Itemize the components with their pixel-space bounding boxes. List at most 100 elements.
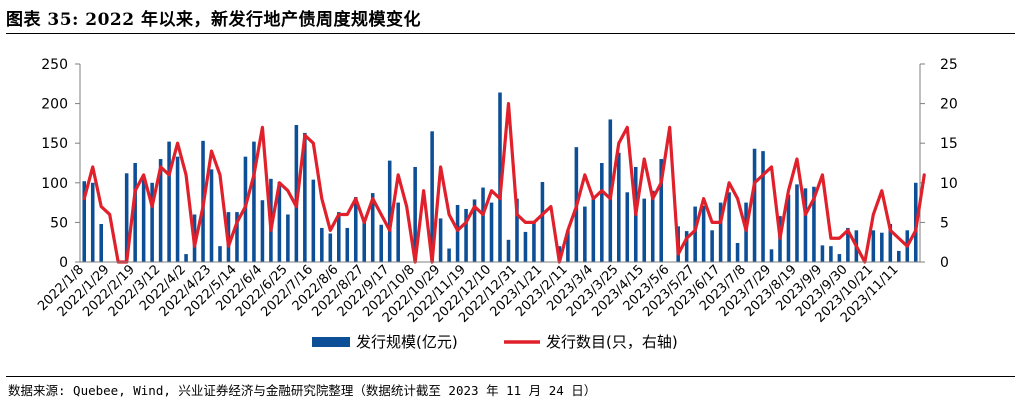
left-tick-label: 50	[50, 215, 68, 231]
bar	[133, 163, 137, 262]
bar	[413, 166, 417, 262]
bar	[396, 202, 400, 262]
bar	[523, 231, 528, 262]
bar	[684, 231, 689, 262]
left-tick-label: 200	[41, 97, 68, 113]
bar	[625, 192, 630, 262]
x-axis: 2022/1/82022/1/292022/2/192022/3/122022/…	[35, 261, 920, 326]
bar	[472, 199, 477, 262]
bar	[532, 220, 536, 262]
bar	[820, 245, 825, 262]
bar	[286, 214, 290, 262]
combo-chart: 0 50 100 150 200 250 0 5 10 15 20 25 2022/1/82022/…	[35, 57, 958, 351]
bar	[430, 131, 434, 262]
bar	[718, 202, 723, 262]
right-axis: 0 5 10 15 20 25	[919, 57, 958, 271]
left-tick-label: 150	[41, 136, 68, 152]
bar	[353, 197, 358, 262]
right-tick-label: 15	[940, 136, 958, 152]
left-tick-label: 0	[59, 255, 68, 271]
bar	[99, 223, 103, 262]
bar	[218, 246, 222, 262]
bar	[328, 233, 333, 262]
source-note: 数据来源: Quebee, Wind, 兴业证券经济与金融研究院整理（数据统计截…	[8, 383, 597, 398]
bar	[82, 181, 87, 262]
bar	[540, 182, 545, 262]
bar	[184, 254, 188, 262]
right-tick-label: 25	[940, 57, 958, 73]
bar	[650, 190, 655, 262]
bar	[252, 141, 256, 262]
bar	[124, 173, 129, 262]
source-divider	[6, 376, 1015, 377]
bar	[795, 184, 799, 262]
bar	[583, 206, 587, 262]
bar	[846, 227, 850, 262]
left-tick-label: 250	[41, 57, 68, 73]
bar	[515, 198, 519, 262]
right-tick-label: 5	[940, 215, 949, 231]
legend: 发行规模(亿元) 发行数目(只，右轴)	[312, 333, 678, 351]
bar	[362, 220, 367, 262]
bar	[880, 232, 884, 262]
bar	[642, 198, 647, 262]
count-line	[82, 101, 926, 264]
bar	[693, 206, 697, 262]
bar	[659, 159, 663, 262]
bar	[379, 224, 383, 262]
bar	[829, 246, 833, 262]
bar	[837, 254, 842, 262]
bar	[158, 159, 163, 262]
bar	[447, 248, 451, 262]
right-tick-label: 0	[940, 255, 949, 271]
bar	[481, 187, 485, 262]
bar	[455, 204, 460, 262]
bar	[277, 182, 282, 262]
bar	[710, 230, 714, 262]
bar	[803, 188, 808, 262]
legend-label-line: 发行数目(只，右轴)	[546, 333, 678, 351]
line-series	[82, 101, 926, 264]
bar	[744, 202, 748, 262]
bar	[735, 242, 740, 262]
bar	[888, 223, 893, 262]
bar	[311, 179, 316, 262]
bar	[90, 182, 95, 262]
bar	[701, 205, 706, 262]
bar	[337, 212, 341, 262]
title-divider	[6, 33, 1015, 34]
bar	[260, 200, 265, 262]
figure-title: 图表 35: 2022 年以来，新发行地产债周度规模变化	[6, 10, 422, 30]
bar	[438, 218, 443, 262]
bar	[600, 163, 604, 262]
bar	[897, 250, 901, 262]
bar	[761, 151, 765, 262]
bar	[617, 152, 621, 262]
bar	[387, 160, 392, 262]
bar	[769, 249, 774, 262]
bar	[786, 194, 791, 262]
left-tick-label: 100	[41, 176, 68, 192]
bar	[566, 230, 570, 262]
bar	[167, 141, 171, 262]
bar	[209, 169, 214, 262]
bar	[150, 182, 154, 262]
bar	[141, 177, 146, 262]
legend-label-bars: 发行规模(亿元)	[356, 333, 458, 351]
bar	[303, 132, 307, 262]
right-tick-label: 20	[940, 97, 958, 113]
left-axis: 0 50 100 150 200 250	[41, 57, 81, 271]
bar	[498, 92, 502, 263]
legend-swatch-bars	[312, 337, 350, 347]
bar	[752, 148, 757, 262]
bar	[871, 230, 876, 262]
bar	[591, 198, 596, 262]
bar	[812, 186, 816, 262]
bar	[370, 193, 375, 262]
bar	[175, 156, 180, 262]
bar	[235, 212, 239, 262]
bar	[489, 202, 494, 262]
bar	[345, 227, 350, 262]
bar	[464, 208, 468, 262]
bar	[320, 227, 324, 262]
